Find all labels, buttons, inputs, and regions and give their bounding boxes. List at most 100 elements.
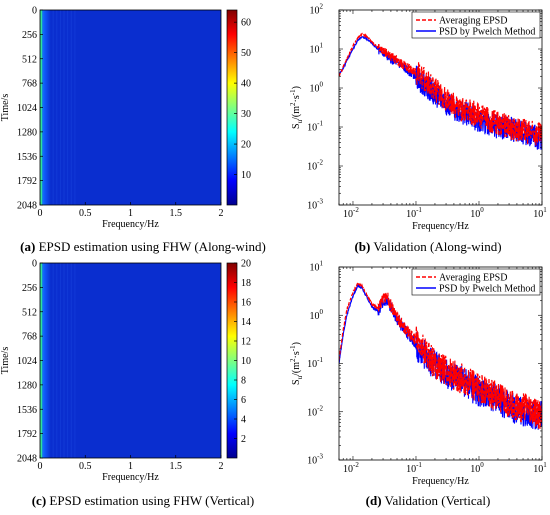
colorbar-tick-label: 10 xyxy=(241,356,251,367)
heatmap-streak xyxy=(74,10,76,205)
colorbar-tick-label: 16 xyxy=(241,298,251,309)
y-tick-base: 10 xyxy=(307,162,317,173)
x-axis-label: Frequency/Hz xyxy=(412,476,469,487)
y-tick-label: 1024 xyxy=(17,356,37,367)
x-tick-label: 1.5 xyxy=(170,208,183,219)
heatmap-low-frequency-band xyxy=(40,10,51,205)
y-axis-label-part: ·s xyxy=(291,95,302,102)
colorbar-tick-label: 4 xyxy=(241,415,246,426)
y-tick-exponent: -1 xyxy=(317,356,323,364)
legend-entry: PSD by Pwelch Method xyxy=(439,284,535,295)
y-tick-base: 10 xyxy=(307,456,317,467)
legend-entry: PSD by Pwelch Method xyxy=(439,27,535,38)
y-tick-exponent: 1 xyxy=(320,260,324,268)
x-tick-base: 10 xyxy=(343,209,353,220)
x-tick-base: 10 xyxy=(406,209,416,220)
psd-panel-b: 10-2 10-1 100 10110-310-210-1100101102Frequ… xyxy=(289,3,547,233)
y-axis-label-part: ) xyxy=(291,342,302,345)
y-tick-exponent: -3 xyxy=(317,453,323,461)
x-tick-label: 2 xyxy=(219,461,224,472)
y-tick-label: 512 xyxy=(22,307,37,318)
colorbar-tick-label: 20 xyxy=(241,259,251,270)
x-tick-base: 10 xyxy=(406,464,416,475)
heatmap-field xyxy=(40,10,221,205)
heatmap-streak xyxy=(74,263,76,458)
y-axis-label-part: u xyxy=(296,375,304,379)
x-tick-exponent: -2 xyxy=(353,461,359,469)
colorbar xyxy=(226,9,238,206)
caption-a: (a) EPSD estimation using FHW (Along-win… xyxy=(20,239,266,254)
colorbar-tick-label: 14 xyxy=(241,317,251,328)
legend-entry: Averaging EPSD xyxy=(439,16,507,27)
caption-c: (c) EPSD estimation using FHW (Vertical) xyxy=(32,493,255,508)
caption-letter: (d) xyxy=(366,493,382,508)
x-tick-label: 1 xyxy=(128,208,133,219)
y-tick-label: 2048 xyxy=(17,201,37,212)
y-axis-label: Su/(m2·s-1) xyxy=(289,86,304,129)
y-tick-label: 0 xyxy=(32,6,37,17)
heatmap-streak xyxy=(70,263,72,458)
y-tick-label: 100 xyxy=(310,81,324,95)
heatmap-streak xyxy=(52,263,54,458)
caption-text: EPSD estimation using FHW (Along-wind) xyxy=(35,239,266,254)
legend-entry: Averaging EPSD xyxy=(439,273,507,284)
series-averaging-epsd-line xyxy=(339,32,542,147)
heatmap-streak xyxy=(63,10,65,205)
x-tick-exponent: -1 xyxy=(416,206,422,214)
x-tick-label: 1.5 xyxy=(170,461,183,472)
heatmap-low-frequency-band xyxy=(40,263,51,458)
y-axis-label: Time/s xyxy=(0,94,11,122)
colorbar-tick-label: 8 xyxy=(241,376,246,387)
caption-text: Validation (Vertical) xyxy=(382,493,491,508)
y-tick-label: 256 xyxy=(22,30,37,41)
y-tick-label: 1536 xyxy=(17,152,37,163)
y-tick-label: 100 xyxy=(310,308,324,322)
y-axis-label: Su/(m2·s-1) xyxy=(289,342,304,385)
heatmap-streak xyxy=(67,263,69,458)
x-tick-exponent: -1 xyxy=(416,461,422,469)
y-tick-label: 10-2 xyxy=(307,159,323,173)
caption-letter: (a) xyxy=(20,239,35,254)
y-axis-label-part: /(m xyxy=(291,106,302,120)
heatmap-streak xyxy=(56,10,58,205)
legend-box xyxy=(411,11,541,39)
y-axis-label-part: u xyxy=(296,119,304,123)
y-tick-label: 1792 xyxy=(17,176,37,187)
y-tick-label: 101 xyxy=(310,42,324,56)
x-tick-label: 101 xyxy=(533,206,547,220)
caption-d: (d) Validation (Vertical) xyxy=(366,493,491,508)
y-tick-label: 1024 xyxy=(17,103,37,114)
x-tick-base: 10 xyxy=(470,464,480,475)
y-tick-base: 10 xyxy=(310,45,320,56)
y-axis-label-part: ·s xyxy=(291,351,302,358)
x-tick-label: 10-2 xyxy=(343,206,359,220)
colorbar-tick-label: 20 xyxy=(241,140,251,151)
x-tick-label: 101 xyxy=(533,461,547,475)
y-tick-label: 1792 xyxy=(17,429,37,440)
x-tick-base: 10 xyxy=(533,209,543,220)
y-tick-label: 10-1 xyxy=(307,356,323,370)
plot-frame xyxy=(338,9,543,206)
x-tick-exponent: -2 xyxy=(353,206,359,214)
y-tick-base: 10 xyxy=(307,359,317,370)
psd-panel-d: 10-2 10-1 100 10110-310-210-1100101Frequenc… xyxy=(289,260,547,488)
x-tick-label: 0.5 xyxy=(79,461,92,472)
colorbar-tick-label: 30 xyxy=(241,109,251,120)
heatmap-field xyxy=(40,263,221,458)
y-tick-exponent: -2 xyxy=(317,404,323,412)
x-tick-label: 0.5 xyxy=(79,208,92,219)
y-tick-exponent: 0 xyxy=(320,308,324,316)
colorbar-tick-label: 60 xyxy=(241,18,251,29)
y-tick-label: 10-3 xyxy=(307,453,323,467)
y-tick-exponent: 2 xyxy=(320,3,324,11)
y-axis-label-part: S xyxy=(291,379,302,385)
caption-letter: (b) xyxy=(354,239,370,254)
y-axis-label-part: -1 xyxy=(289,345,297,351)
x-tick-label: 10-1 xyxy=(406,206,422,220)
y-tick-label: 2048 xyxy=(17,454,37,465)
